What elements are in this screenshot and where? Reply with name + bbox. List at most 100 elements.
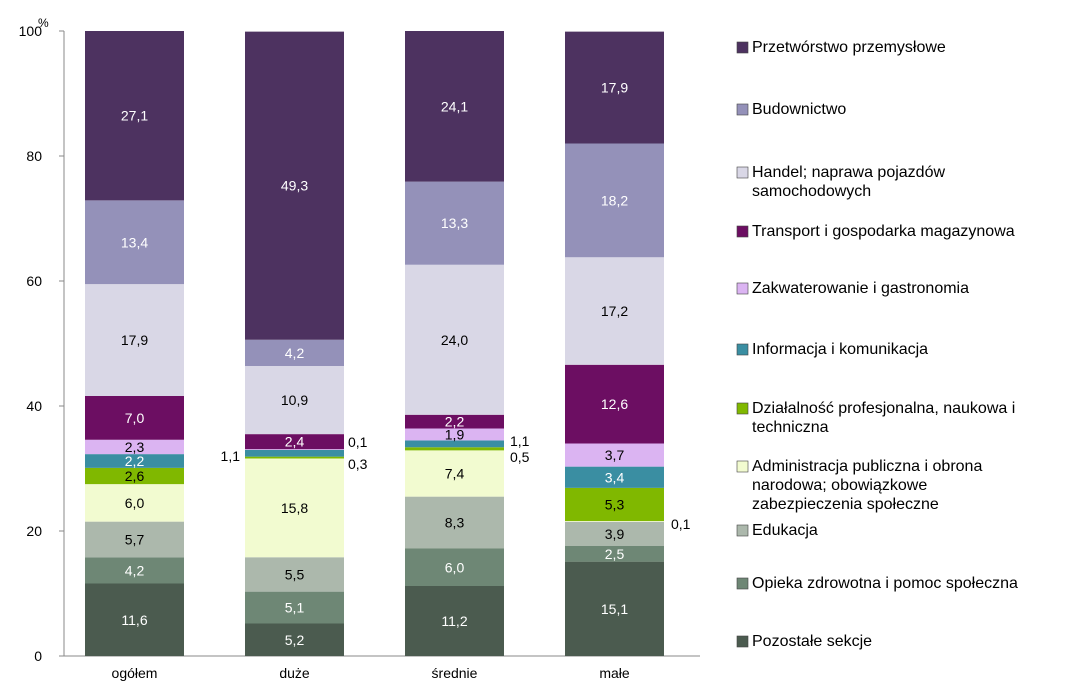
bar-segment xyxy=(405,181,504,265)
data-label: 27,1 xyxy=(121,108,148,124)
legend-item: Informacja i komunikacja xyxy=(736,341,928,358)
bar-segment xyxy=(85,484,184,522)
data-label: 24,0 xyxy=(441,332,468,348)
legend-item: Budownictwo xyxy=(736,101,846,118)
x-category-label: średnie xyxy=(432,665,478,681)
bar-segment xyxy=(565,31,664,144)
bar-segment xyxy=(245,623,344,656)
legend-label: Budownictwo xyxy=(752,101,846,118)
data-label: 1,1 xyxy=(221,448,241,464)
legend-label: techniczna xyxy=(752,419,829,436)
data-label: 7,4 xyxy=(445,466,465,482)
legend-label: Przetwórstwo przemysłowe xyxy=(752,39,946,56)
data-label: 15,1 xyxy=(601,601,628,617)
legend-swatch xyxy=(736,635,749,648)
legend-label: samochodowych xyxy=(752,183,871,200)
bar-segment xyxy=(405,548,504,586)
bar-segment xyxy=(245,366,344,435)
data-label: 6,0 xyxy=(125,495,145,511)
bar-segment xyxy=(405,447,504,451)
bar-segment xyxy=(405,31,504,182)
data-label: 2,5 xyxy=(605,546,625,562)
bar-segment xyxy=(565,143,664,258)
data-label: 3,9 xyxy=(605,526,625,542)
y-tick-label: 100 xyxy=(19,23,43,39)
legend-item: Zakwaterowanie i gastronomia xyxy=(736,280,969,297)
data-label: 2,2 xyxy=(125,453,145,469)
data-label: 17,2 xyxy=(601,303,628,319)
legend-label: Zakwaterowanie i gastronomia xyxy=(752,280,969,297)
bar-segment xyxy=(405,450,504,497)
bar-segment xyxy=(85,557,184,584)
bar-segment xyxy=(405,264,504,415)
legend-swatch xyxy=(736,460,749,473)
legend-item: Działalność profesjonalna, naukowa i tech… xyxy=(736,400,1015,436)
bar-segment xyxy=(405,440,504,448)
data-label: 24,1 xyxy=(441,98,468,114)
data-label: 0,1 xyxy=(671,516,691,532)
bar-segment xyxy=(245,31,344,340)
legend-swatch xyxy=(736,282,749,295)
legend-label: zabezpieczenia społeczne xyxy=(752,496,939,513)
legend-label: narodowa; obowiązkowe xyxy=(752,477,927,494)
bar-segment xyxy=(565,487,664,521)
data-label: 0,5 xyxy=(510,449,530,465)
data-label: 15,8 xyxy=(281,500,308,516)
data-label: 10,9 xyxy=(281,392,308,408)
data-label: 11,6 xyxy=(121,612,147,628)
bar-segment xyxy=(405,496,504,549)
legend-label: Handel; naprawa pojazdów xyxy=(752,164,945,181)
data-label: 18,2 xyxy=(601,192,628,208)
data-label: 0,3 xyxy=(348,456,368,472)
data-label: 2,6 xyxy=(125,468,145,484)
bar-segment xyxy=(245,434,344,450)
legend-item: Administracja publiczna i obrona narodowa… xyxy=(736,458,982,513)
legend-label: Administracja publiczna i obrona xyxy=(752,458,982,475)
legend-label: Pozostałe sekcje xyxy=(752,633,872,650)
data-label: 13,4 xyxy=(121,234,148,250)
legend-item: Pozostałe sekcje xyxy=(736,633,872,650)
bar-segment xyxy=(245,591,344,624)
legend-label: Edukacja xyxy=(752,522,818,539)
bar-segment xyxy=(245,449,344,457)
data-label: 49,3 xyxy=(281,178,308,194)
legend-swatch xyxy=(736,577,749,590)
data-label: 2,3 xyxy=(125,439,145,455)
data-label: 17,9 xyxy=(121,332,148,348)
bar-segment xyxy=(565,561,664,656)
bar-segment xyxy=(405,414,504,429)
bar-segment xyxy=(85,467,184,485)
bar-segment xyxy=(245,449,344,450)
data-label: 5,3 xyxy=(605,496,625,512)
legend-swatch xyxy=(736,343,749,356)
legend-item: Edukacja xyxy=(736,522,818,539)
data-label: 5,2 xyxy=(285,632,305,648)
legend-swatch xyxy=(736,103,749,116)
data-label: 3,4 xyxy=(605,469,625,485)
data-label: 6,0 xyxy=(445,559,465,575)
x-category-label: ogółem xyxy=(112,665,158,681)
bar-segment xyxy=(85,31,184,201)
y-tick-label: 80 xyxy=(26,148,42,164)
legend-item: Opieka zdrowotna i pomoc społeczna xyxy=(736,575,1018,592)
bar-segment xyxy=(565,466,664,488)
data-label: 5,7 xyxy=(125,531,145,547)
y-tick-label: 60 xyxy=(26,273,42,289)
data-label: 4,2 xyxy=(125,562,145,578)
bar-segment xyxy=(565,521,664,546)
legend-swatch xyxy=(736,41,749,54)
y-tick-label: 40 xyxy=(26,398,42,414)
data-label: 17,9 xyxy=(601,80,628,96)
bar-segment xyxy=(85,284,184,396)
data-label: 1,1 xyxy=(510,433,530,449)
bar-segment xyxy=(245,339,344,366)
bar-segment xyxy=(565,443,664,467)
legend-label: Opieka zdrowotna i pomoc społeczna xyxy=(752,575,1018,592)
data-label: 5,1 xyxy=(285,600,305,616)
legend-swatch xyxy=(736,524,749,537)
y-tick-label: 20 xyxy=(26,523,42,539)
data-label: 5,5 xyxy=(285,566,305,582)
bar-segment xyxy=(85,454,184,468)
data-label: 8,3 xyxy=(445,515,465,531)
